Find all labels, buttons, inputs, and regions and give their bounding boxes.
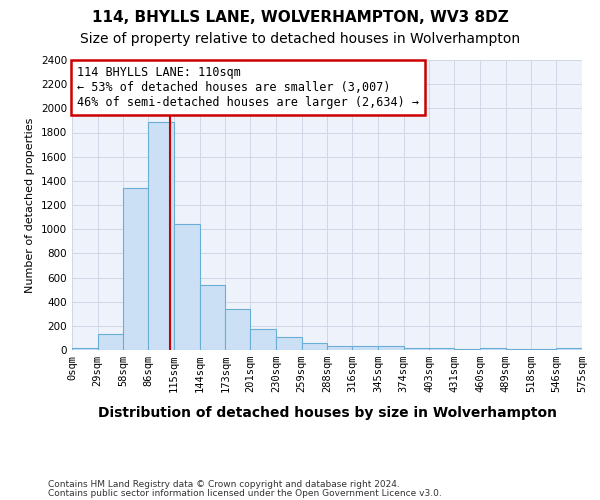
- Bar: [250, 330, 276, 350]
- Bar: [352, 346, 378, 350]
- Bar: [98, 334, 124, 350]
- Bar: [430, 348, 454, 350]
- Text: Contains public sector information licensed under the Open Government Licence v3: Contains public sector information licen…: [48, 488, 442, 498]
- Text: Size of property relative to detached houses in Wolverhampton: Size of property relative to detached ho…: [80, 32, 520, 46]
- Bar: [404, 348, 430, 350]
- Bar: [276, 338, 302, 350]
- Bar: [378, 346, 404, 350]
- Bar: [200, 285, 226, 350]
- Bar: [480, 348, 506, 350]
- Text: 114, BHYLLS LANE, WOLVERHAMPTON, WV3 8DZ: 114, BHYLLS LANE, WOLVERHAMPTON, WV3 8DZ: [92, 10, 508, 25]
- Text: 114 BHYLLS LANE: 110sqm
← 53% of detached houses are smaller (3,007)
46% of semi: 114 BHYLLS LANE: 110sqm ← 53% of detache…: [77, 66, 419, 109]
- Text: Contains HM Land Registry data © Crown copyright and database right 2024.: Contains HM Land Registry data © Crown c…: [48, 480, 400, 489]
- X-axis label: Distribution of detached houses by size in Wolverhampton: Distribution of detached houses by size …: [97, 406, 557, 420]
- Bar: [328, 346, 352, 350]
- Bar: [124, 188, 148, 350]
- Y-axis label: Number of detached properties: Number of detached properties: [25, 118, 35, 292]
- Bar: [148, 122, 174, 350]
- Bar: [72, 348, 98, 350]
- Bar: [556, 348, 582, 350]
- Bar: [226, 309, 250, 350]
- Bar: [174, 224, 200, 350]
- Bar: [302, 344, 328, 350]
